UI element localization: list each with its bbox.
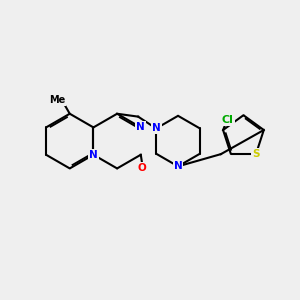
Text: N: N bbox=[152, 124, 161, 134]
Text: N: N bbox=[89, 150, 98, 160]
Text: S: S bbox=[252, 149, 260, 159]
Text: N: N bbox=[174, 161, 182, 171]
Text: O: O bbox=[138, 163, 147, 173]
Text: Cl: Cl bbox=[222, 115, 233, 124]
Text: Me: Me bbox=[49, 94, 65, 105]
Text: N: N bbox=[136, 122, 145, 132]
